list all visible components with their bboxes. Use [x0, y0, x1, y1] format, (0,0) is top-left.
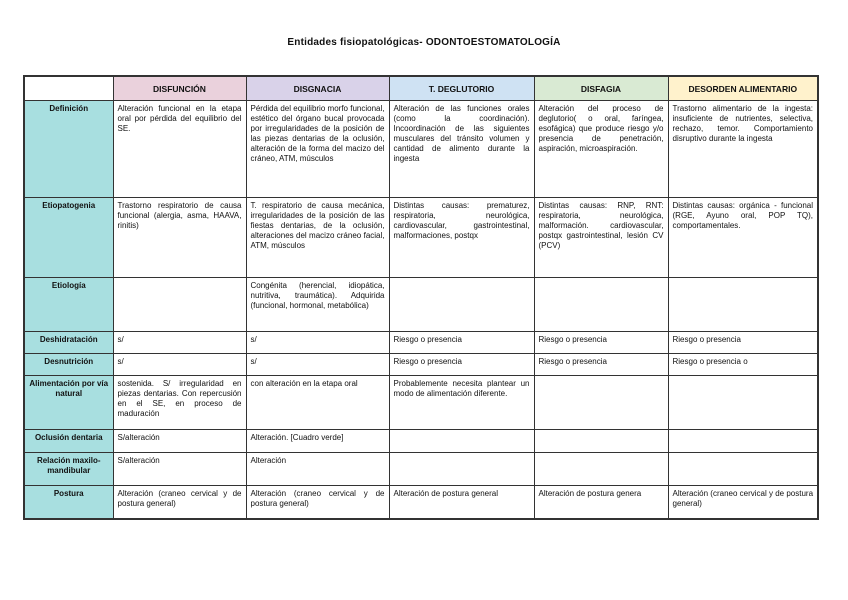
table-cell: Pérdida del equilibrio morfo funcional, …: [245, 100, 390, 198]
table-cell: Alteración de postura genera: [533, 485, 669, 519]
table-cell: [667, 429, 819, 453]
table-cell: Riesgo o presencia o: [667, 353, 819, 376]
table-cell: Alteración (craneo cervical y de postura…: [667, 485, 819, 519]
row-label: Etiopatogenia: [23, 197, 114, 278]
table-cell: Alteración funcional en la etapa oral po…: [112, 100, 247, 198]
header-disgnacia: DISGNACIA: [245, 75, 390, 101]
table-cell: s/: [245, 353, 390, 376]
table-cell: Alteración (craneo cervical y de postura…: [112, 485, 247, 519]
document-title: Entidades fisiopatológicas- ODONTOESTOMA…: [287, 37, 561, 48]
table-cell: s/: [245, 331, 390, 354]
table-cell: Riesgo o presencia: [388, 353, 535, 376]
header-corner: [23, 75, 114, 101]
table-cell: con alteración en la etapa oral: [245, 375, 390, 430]
table-row: Postura Alteración (craneo cervical y de …: [23, 485, 819, 519]
table-cell: Riesgo o presencia: [533, 331, 669, 354]
table-cell: Congénita (herencial, idiopática, nutrit…: [245, 277, 390, 332]
table-cell: Riesgo o presencia: [533, 353, 669, 376]
table-cell: [533, 452, 669, 486]
table-cell: [533, 375, 669, 430]
table-row: Desnutrición s/s/Riesgo o presencia Riesgo…: [23, 353, 819, 376]
table-cell: Riesgo o presencia: [667, 331, 819, 354]
entities-table: DISFUNCIÓN DISGNACIA T. DEGLUTORIO DISFA…: [23, 75, 819, 520]
table-cell: Alteración de postura general: [388, 485, 535, 519]
table-row: Relación maxilo-mandibular S/alteración Al…: [23, 452, 819, 486]
row-label: Alimentación por vía natural: [23, 375, 114, 430]
row-label: Desnutrición: [23, 353, 114, 376]
row-label: Deshidratación: [23, 331, 114, 354]
table-cell: S/alteración: [112, 429, 247, 453]
table-cell: [112, 277, 247, 332]
table-cell: Alteración: [245, 452, 390, 486]
table-cell: Alteración de las funciones orales (como…: [388, 100, 535, 198]
table-cell: [533, 277, 669, 332]
table-cell: [388, 429, 535, 453]
table-cell: Riesgo o presencia: [388, 331, 535, 354]
header-deglutorio: T. DEGLUTORIO: [388, 75, 535, 101]
table-cell: s/: [112, 353, 247, 376]
table-cell: [667, 375, 819, 430]
table-cell: Distintas causas: orgánica - funcional (…: [667, 197, 819, 278]
table-cell: Probablemente necesita plantear un modo …: [388, 375, 535, 430]
table-row: Alimentación por vía natural sostenida. S…: [23, 375, 819, 430]
table-header-row: DISFUNCIÓN DISGNACIA T. DEGLUTORIO DISFA…: [23, 75, 819, 101]
header-disfuncion: DISFUNCIÓN: [112, 75, 247, 101]
table-cell: sostenida. S/ irregularidad en piezas de…: [112, 375, 247, 430]
table-row: Etiopatogenia Trastorno respiratorio de c…: [23, 197, 819, 278]
table-cell: s/: [112, 331, 247, 354]
table-cell: S/alteración: [112, 452, 247, 486]
table-cell: [388, 277, 535, 332]
table-cell: Alteración del proceso de deglutorio( o …: [533, 100, 669, 198]
row-label: Definición: [23, 100, 114, 198]
table-cell: [667, 452, 819, 486]
header-disfagia: DISFAGIA: [533, 75, 669, 101]
table-cell: Distintas causas: prematurez, respirator…: [388, 197, 535, 278]
row-label: Postura: [23, 485, 114, 519]
table-row: Definición Alteración funcional en la eta…: [23, 100, 819, 198]
table-cell: Distintas causas: RNP, RNT: respiratoria…: [533, 197, 669, 278]
table-row: Oclusión dentaria S/alteración Alteración.…: [23, 429, 819, 453]
table-row: Deshidratación s/s/Riesgo o presencia Ries…: [23, 331, 819, 354]
table-cell: [667, 277, 819, 332]
table-cell: T. respiratorio de causa mecánica, irreg…: [245, 197, 390, 278]
table-cell: Alteración. [Cuadro verde]: [245, 429, 390, 453]
row-label: Relación maxilo-mandibular: [23, 452, 114, 486]
table-row: Etiología Congénita (herencial, idiopátic…: [23, 277, 819, 332]
row-label: Oclusión dentaria: [23, 429, 114, 453]
row-label: Etiología: [23, 277, 114, 332]
table-cell: [533, 429, 669, 453]
table-cell: Trastorno respiratorio de causa funciona…: [112, 197, 247, 278]
header-desorden-alimentario: DESORDEN ALIMENTARIO: [667, 75, 819, 101]
table-cell: [388, 452, 535, 486]
table-cell: Alteración (craneo cervical y de postura…: [245, 485, 390, 519]
table-cell: Trastorno alimentario de la ingesta: ins…: [667, 100, 819, 198]
